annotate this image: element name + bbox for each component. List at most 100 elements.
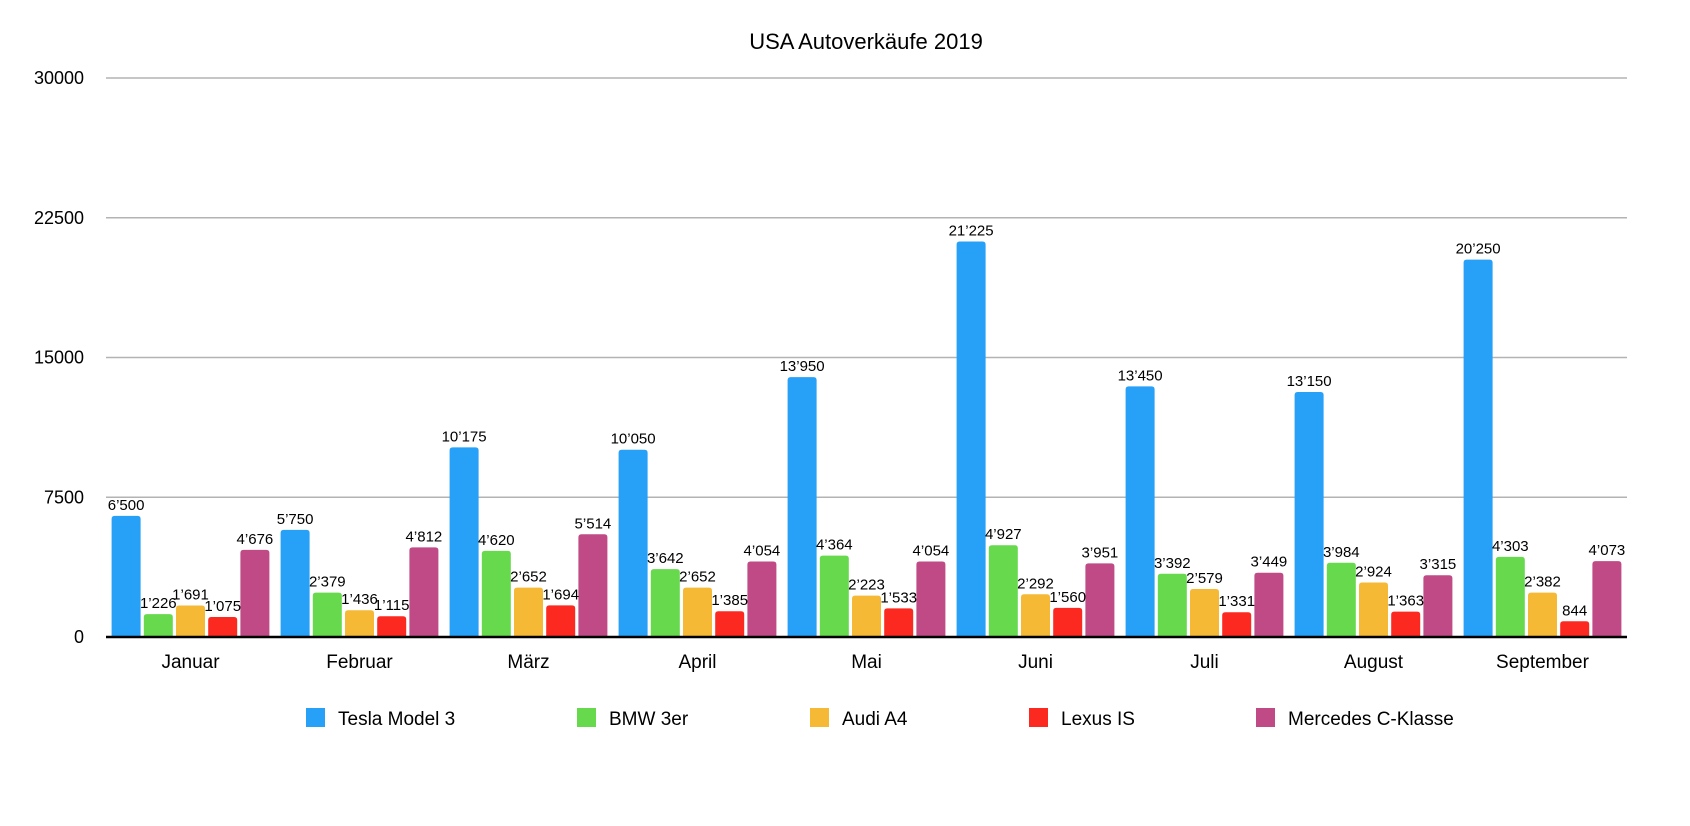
data-label: 1’226 bbox=[140, 595, 177, 612]
data-label: 20’250 bbox=[1456, 241, 1501, 258]
data-label: 2’924 bbox=[1355, 564, 1392, 581]
data-label: 21’225 bbox=[949, 223, 994, 240]
y-axis-ticks: 0 7500 15000 22500 30000 bbox=[34, 68, 84, 647]
data-label: 4’054 bbox=[744, 542, 781, 559]
legend-item-tesla-model-3: Tesla Model 3 bbox=[306, 708, 455, 730]
bar-bmw-3er-april bbox=[650, 569, 680, 637]
data-label: 3’315 bbox=[1420, 556, 1457, 573]
data-label: 3’951 bbox=[1082, 544, 1119, 561]
data-label: 5’750 bbox=[277, 511, 314, 528]
data-label: 6’500 bbox=[108, 497, 145, 514]
x-tick-label: Juni bbox=[1018, 652, 1053, 673]
bar-lexus-is-august bbox=[1391, 611, 1421, 637]
gridlines bbox=[106, 77, 1627, 498]
y-tick-label: 22500 bbox=[34, 208, 84, 228]
bar-audi-a4-september bbox=[1528, 592, 1557, 637]
bar-tesla-model-3-juni bbox=[956, 241, 986, 637]
bar-lexus-is-februar bbox=[377, 616, 407, 637]
x-tick-label: September bbox=[1496, 652, 1590, 673]
bar-lexus-is-september bbox=[1560, 621, 1590, 637]
data-label: 4’676 bbox=[237, 531, 274, 548]
data-label: 4’364 bbox=[816, 537, 853, 554]
legend-item-lexus-is: Lexus IS bbox=[1029, 708, 1135, 730]
bar-audi-a4-juli bbox=[1190, 588, 1219, 637]
legend-swatch bbox=[1029, 708, 1048, 727]
bar-bmw-3er-februar bbox=[312, 592, 342, 637]
x-tick-label: August bbox=[1344, 652, 1404, 673]
data-label: 1’560 bbox=[1049, 589, 1086, 606]
bar-audi-a4-mai bbox=[852, 595, 881, 637]
bar-lexus-is-januar bbox=[208, 616, 238, 637]
legend-swatch bbox=[810, 708, 829, 727]
legend-item-audi-a4: Audi A4 bbox=[810, 708, 908, 730]
data-label: 1’691 bbox=[172, 586, 209, 603]
data-label: 4’927 bbox=[985, 526, 1022, 543]
chart-title: USA Autoverkäufe 2019 bbox=[749, 29, 983, 54]
legend-item-bmw-3er: BMW 3er bbox=[577, 708, 689, 730]
y-tick-label: 0 bbox=[74, 627, 84, 647]
data-label: 1’694 bbox=[542, 586, 579, 603]
bar-lexus-is-april bbox=[715, 611, 745, 637]
data-label: 3’642 bbox=[647, 550, 684, 567]
bar-mercedes-c-klasse-juni bbox=[1085, 563, 1115, 637]
data-label: 13’450 bbox=[1118, 367, 1163, 384]
bar-bmw-3er-januar bbox=[143, 614, 173, 637]
bar-mercedes-c-klasse-september bbox=[1592, 561, 1622, 637]
data-label: 4’073 bbox=[1589, 542, 1626, 559]
x-tick-label: Januar bbox=[161, 652, 220, 673]
legend-label: Tesla Model 3 bbox=[338, 709, 455, 730]
y-tick-label: 30000 bbox=[34, 68, 84, 88]
legend-swatch bbox=[1256, 708, 1275, 727]
bar-mercedes-c-klasse-april bbox=[747, 561, 777, 637]
legend-label: Mercedes C-Klasse bbox=[1288, 709, 1454, 730]
x-tick-label: April bbox=[678, 652, 716, 673]
data-label: 13’150 bbox=[1287, 373, 1332, 390]
legend-swatch bbox=[306, 708, 325, 727]
legend-item-mercedes-c-klasse: Mercedes C-Klasse bbox=[1256, 708, 1454, 730]
x-tick-label: März bbox=[507, 652, 549, 673]
data-label: 13’950 bbox=[780, 358, 825, 375]
data-label: 2’652 bbox=[510, 569, 547, 586]
bar-lexus-is-mai bbox=[884, 608, 914, 637]
data-label: 4’812 bbox=[406, 528, 443, 545]
bar-tesla-model-3-august bbox=[1294, 391, 1324, 637]
bar-lexus-is-märz bbox=[546, 605, 576, 637]
bar-audi-a4-februar bbox=[345, 610, 374, 637]
data-label: 2’223 bbox=[848, 577, 885, 594]
bar-audi-a4-august bbox=[1359, 582, 1388, 637]
bar-mercedes-c-klasse-februar bbox=[409, 547, 439, 637]
data-label: 1’115 bbox=[374, 597, 410, 614]
data-label: 2’579 bbox=[1186, 570, 1223, 587]
bar-bmw-3er-august bbox=[1326, 562, 1356, 637]
data-label: 2’379 bbox=[309, 574, 346, 591]
bar-tesla-model-3-april bbox=[618, 449, 648, 637]
data-label: 1’363 bbox=[1387, 593, 1424, 610]
data-label: 1’075 bbox=[204, 598, 241, 615]
bar-tesla-model-3-september bbox=[1463, 259, 1493, 637]
bar-bmw-3er-märz bbox=[481, 550, 511, 637]
bar-bmw-3er-september bbox=[1495, 556, 1525, 637]
data-label: 3’984 bbox=[1323, 544, 1360, 561]
data-label: 2’382 bbox=[1524, 574, 1561, 591]
bar-audi-a4-juni bbox=[1021, 594, 1050, 637]
bar-mercedes-c-klasse-januar bbox=[240, 549, 270, 637]
bar-bmw-3er-juni bbox=[988, 545, 1018, 637]
data-label: 1’533 bbox=[880, 589, 917, 606]
data-label: 3’392 bbox=[1154, 555, 1191, 572]
x-tick-label: Mai bbox=[851, 652, 882, 673]
bar-tesla-model-3-mai bbox=[787, 377, 817, 637]
data-label: 1’436 bbox=[341, 591, 378, 608]
data-label: 2’652 bbox=[679, 569, 716, 586]
data-label: 4’303 bbox=[1492, 538, 1529, 555]
bar-lexus-is-juli bbox=[1222, 612, 1252, 637]
x-axis-ticks: Januar Februar März April Mai Juni Juli August S… bbox=[161, 652, 1589, 673]
bar-audi-a4-märz bbox=[514, 587, 543, 637]
data-label: 5’514 bbox=[575, 515, 612, 532]
bar-audi-a4-januar bbox=[176, 605, 205, 637]
data-label: 844 bbox=[1562, 602, 1587, 619]
x-tick-label: Juli bbox=[1190, 652, 1219, 673]
bar-mercedes-c-klasse-august bbox=[1423, 575, 1453, 637]
bar-bmw-3er-juli bbox=[1157, 573, 1187, 637]
